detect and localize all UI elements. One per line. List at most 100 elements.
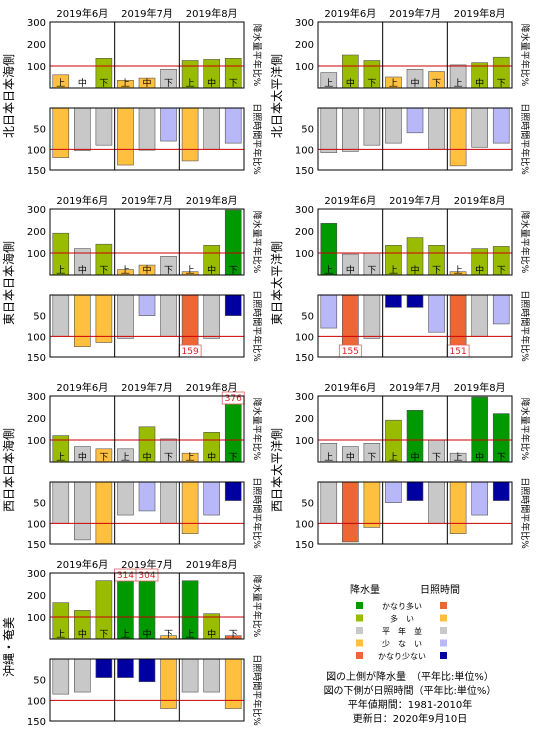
sun-side-label: 日照時間平年比% bbox=[251, 477, 263, 549]
precip-tick-label: 300 bbox=[295, 18, 314, 29]
sun-tick-label: 150 bbox=[295, 353, 314, 364]
precip-tick-label: 200 bbox=[295, 227, 314, 238]
legend-swatch-sun bbox=[440, 602, 447, 609]
sun-bar bbox=[406, 294, 424, 308]
legend-swatch-precip bbox=[356, 639, 363, 647]
legend-row-label: かなり少ない bbox=[378, 652, 426, 661]
sun-bar bbox=[471, 481, 488, 516]
sun-bar bbox=[117, 294, 134, 339]
month-label: 2019年6月 bbox=[324, 194, 376, 207]
sun-bar bbox=[117, 481, 134, 516]
sun-side-label: 日照時間平年比% bbox=[519, 103, 531, 175]
sun-bar bbox=[203, 481, 220, 516]
precip-tick-label: 300 bbox=[27, 205, 46, 216]
precip-tick-label: 300 bbox=[27, 392, 46, 403]
sun-tick-label: 100 bbox=[27, 519, 46, 530]
precip-tick-label: 200 bbox=[27, 40, 46, 51]
dekad-label: 上 bbox=[389, 265, 398, 276]
legend-row-label: 平 年 並 bbox=[382, 626, 422, 636]
dekad-label: 中 bbox=[207, 628, 216, 640]
sun-plot-frame bbox=[317, 107, 513, 171]
dekad-label: 中 bbox=[346, 451, 355, 463]
dekad-label: 下 bbox=[497, 79, 506, 89]
dekad-label: 上 bbox=[121, 265, 130, 276]
sun-side-label: 日照時間平年比% bbox=[251, 103, 263, 175]
sun-bar bbox=[428, 294, 445, 333]
sun-plot-frame bbox=[49, 107, 245, 171]
precip-value-label: 304 bbox=[138, 571, 155, 581]
sun-bar bbox=[74, 294, 91, 347]
legend-row-label: かなり多い bbox=[382, 601, 422, 611]
dekad-label: 中 bbox=[78, 77, 87, 89]
precip-tick-label: 100 bbox=[27, 249, 46, 260]
sun-side-label: 日照時間平年比% bbox=[251, 654, 263, 726]
sun-bar bbox=[203, 658, 220, 693]
sun-tick-label: 100 bbox=[27, 145, 46, 156]
sun-bar bbox=[52, 294, 70, 337]
sun-tick-label: 50 bbox=[301, 125, 314, 136]
legend-swatch-precip bbox=[356, 602, 363, 609]
sun-bar bbox=[471, 107, 488, 148]
dekad-label: 下 bbox=[164, 453, 173, 463]
dekad-label: 上 bbox=[454, 265, 463, 276]
dekad-label: 下 bbox=[164, 630, 173, 640]
precip-tick-label: 300 bbox=[295, 205, 314, 216]
region-title: 沖縄・奄美 bbox=[1, 617, 16, 677]
sun-value-label: 151 bbox=[450, 347, 467, 357]
sun-tick-label: 100 bbox=[27, 332, 46, 343]
dekad-label: 中 bbox=[78, 451, 87, 463]
sun-bar bbox=[224, 107, 242, 144]
sun-value-label: 155 bbox=[342, 347, 359, 357]
month-label: 2019年7月 bbox=[121, 194, 173, 207]
month-label: 2019年8月 bbox=[454, 7, 506, 20]
dekad-label: 下 bbox=[99, 630, 108, 640]
month-label: 2019年7月 bbox=[121, 381, 173, 394]
precip-plot-frame bbox=[317, 21, 513, 89]
note-line: 図の上側が降水量 （平年比:単位%） bbox=[326, 670, 494, 683]
sun-tick-label: 50 bbox=[33, 676, 46, 687]
dekad-label: 中 bbox=[142, 77, 151, 89]
precip-value-label: 314 bbox=[117, 571, 134, 581]
dekad-label: 下 bbox=[99, 266, 108, 276]
precip-tick-label: 100 bbox=[27, 62, 46, 73]
sun-bar bbox=[181, 107, 199, 162]
legend-swatch-precip bbox=[356, 627, 363, 634]
sun-bar bbox=[428, 107, 445, 150]
sun-plot-frame bbox=[49, 658, 245, 722]
sun-bar bbox=[138, 658, 156, 683]
precip-tick-label: 100 bbox=[295, 62, 314, 73]
notes: 図の上側が降水量 （平年比:単位%）図の下側が日照時間（平年比:単位%）平年値期… bbox=[324, 670, 497, 725]
sun-bar bbox=[95, 294, 113, 343]
value-label-box bbox=[135, 568, 159, 582]
sun-bar bbox=[95, 107, 113, 146]
sun-bar bbox=[203, 294, 220, 339]
sun-value-label: 159 bbox=[182, 347, 199, 357]
sun-tick-label: 150 bbox=[295, 540, 314, 551]
region-title: 北日本太平洋側 bbox=[269, 54, 284, 138]
sun-tick-label: 150 bbox=[27, 353, 46, 364]
legend-swatch-precip bbox=[356, 652, 363, 659]
month-label: 2019年8月 bbox=[186, 558, 238, 571]
month-label: 2019年7月 bbox=[389, 381, 441, 394]
note-line: 更新日：2020年9月10日 bbox=[353, 712, 468, 725]
dekad-label: 上 bbox=[389, 78, 398, 89]
sun-bar bbox=[74, 658, 91, 693]
legend-swatch-precip bbox=[356, 614, 363, 622]
sun-plot-frame bbox=[49, 481, 245, 545]
sun-side-label: 日照時間平年比% bbox=[519, 477, 531, 549]
sun-bar bbox=[138, 294, 156, 316]
precip-plot-frame bbox=[49, 208, 245, 276]
precip-tick-label: 200 bbox=[27, 227, 46, 238]
sun-bar bbox=[492, 294, 510, 325]
sun-bar bbox=[406, 481, 424, 501]
dekad-label: 中 bbox=[142, 451, 151, 463]
sun-bar bbox=[342, 481, 359, 543]
note-line: 平年値期間：1981-2010年 bbox=[348, 698, 473, 711]
dekad-label: 中 bbox=[475, 77, 484, 89]
sun-bar bbox=[363, 294, 381, 339]
region-title: 北日本日本海側 bbox=[1, 54, 16, 138]
legend-row-label: 少 な い bbox=[382, 640, 422, 649]
dekad-label: 下 bbox=[229, 630, 238, 640]
region-title: 西日本太平洋側 bbox=[269, 428, 284, 512]
